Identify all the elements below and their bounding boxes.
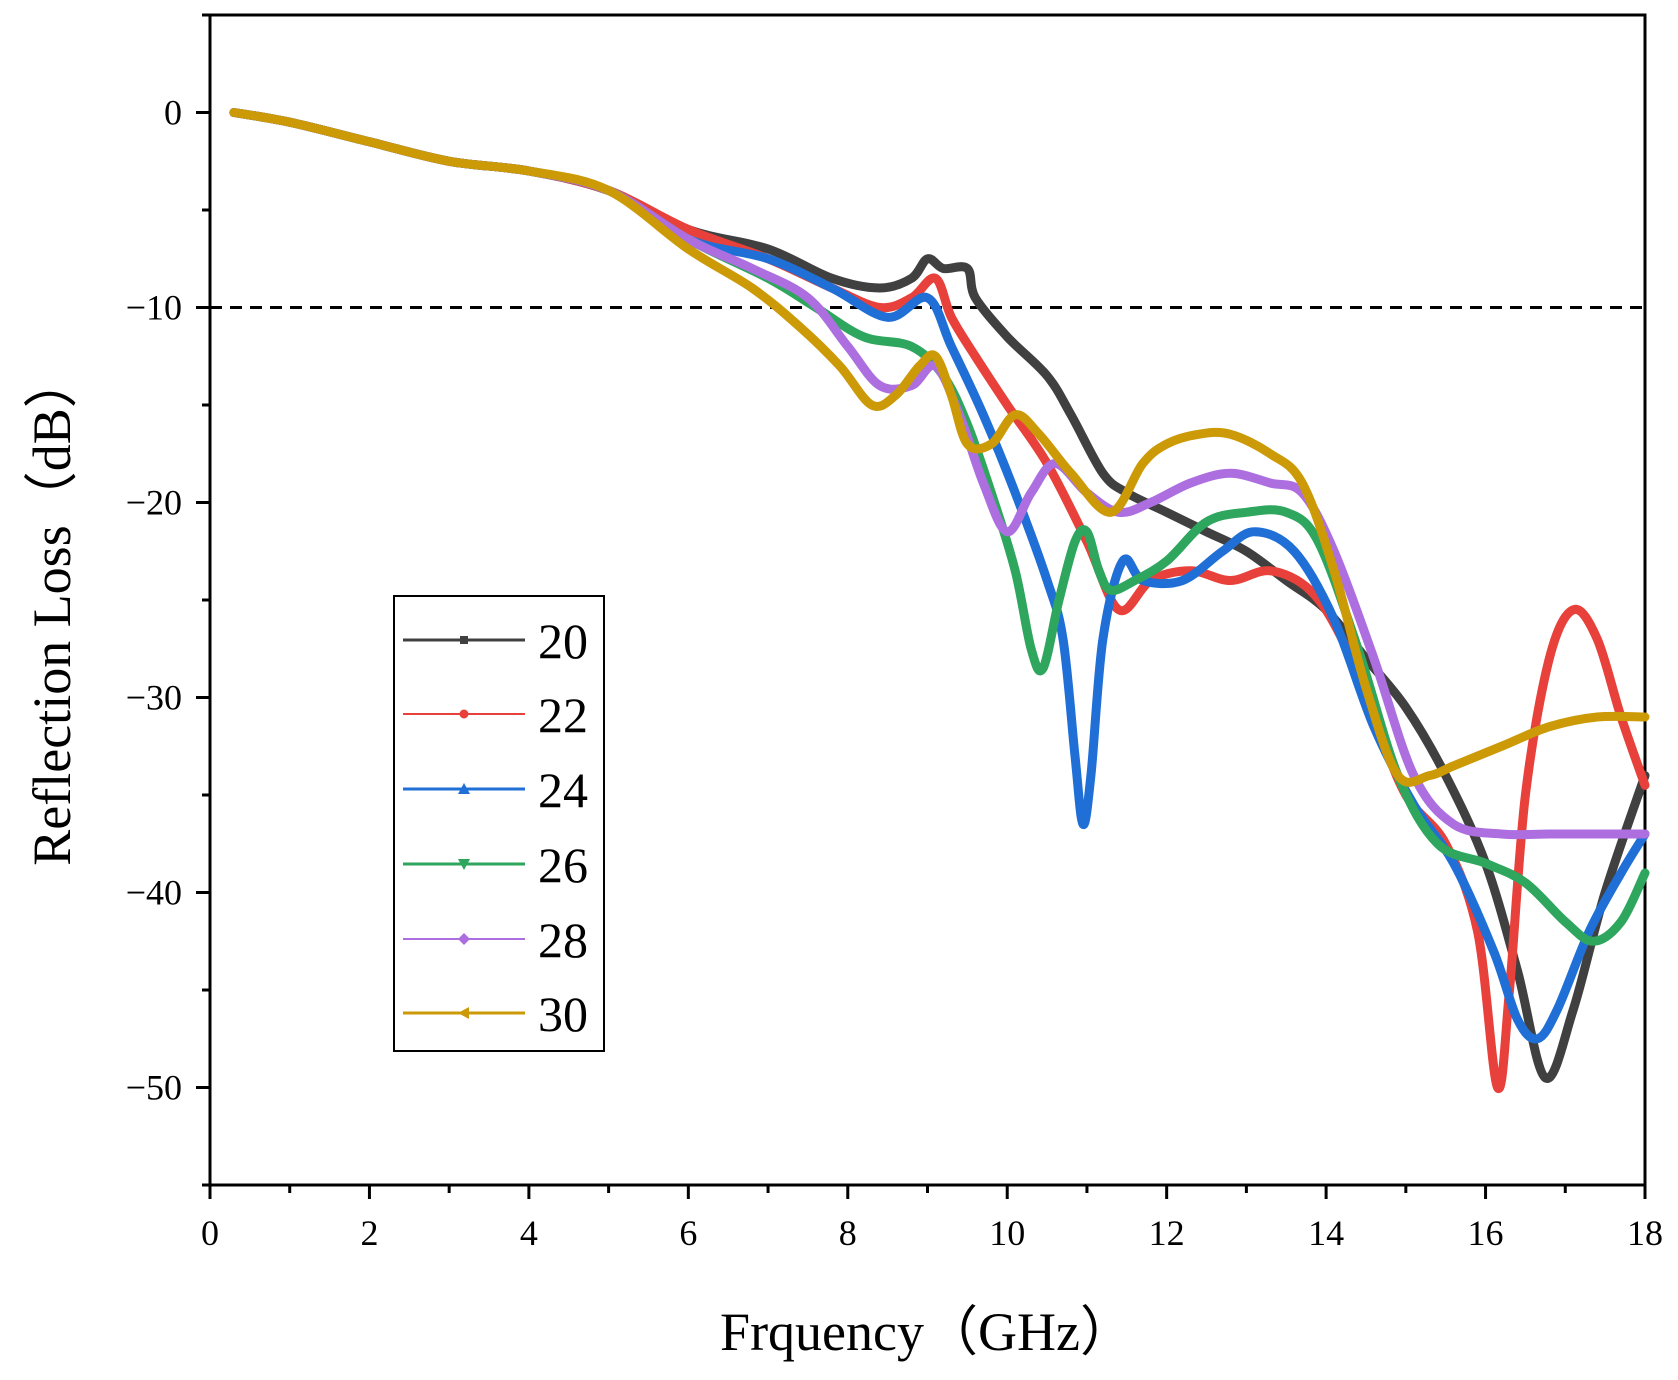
legend-label: 26: [538, 837, 588, 893]
x-tick-label: 0: [201, 1213, 219, 1253]
x-tick-label: 4: [520, 1213, 538, 1253]
legend-marker: [458, 783, 470, 794]
y-axis-title: Reflection Loss（dB）: [22, 354, 82, 865]
x-tick-label: 16: [1468, 1213, 1504, 1253]
series-group: [229, 108, 1650, 1094]
x-axis-title: Frquency（GHz）: [720, 1302, 1134, 1362]
y-tick-label: −10: [126, 288, 182, 328]
x-axis-ticks: 0 2 4 6 8 10 12 14 16 18: [201, 1185, 1663, 1253]
legend-item: 26: [403, 837, 588, 893]
y-tick-label: −40: [126, 873, 182, 913]
legend-label: 20: [538, 613, 588, 669]
x-tick-label: 6: [679, 1213, 697, 1253]
legend-label: 22: [538, 687, 588, 743]
y-tick-label: −20: [126, 483, 182, 523]
x-tick-label: 8: [839, 1213, 857, 1253]
legend-marker: [458, 859, 470, 870]
legend-item: 30: [403, 986, 588, 1042]
legend-label: 30: [538, 986, 588, 1042]
y-tick-label: −30: [126, 678, 182, 718]
x-tick-label: 2: [360, 1213, 378, 1253]
legend-item: 28: [403, 912, 588, 968]
x-tick-label: 10: [989, 1213, 1025, 1253]
legend-marker: [459, 709, 469, 719]
x-tick-label: 14: [1308, 1213, 1344, 1253]
legend-label: 28: [538, 912, 588, 968]
legend: 20 22 24 26 28 30: [393, 595, 605, 1052]
y-tick-label: −50: [126, 1068, 182, 1108]
legend-marker: [458, 1007, 469, 1019]
x-tick-label: 18: [1627, 1213, 1663, 1253]
legend-box: [393, 595, 605, 1052]
legend-label: 24: [538, 762, 588, 818]
series-line-30: [229, 108, 1650, 787]
legend-item: 24: [403, 762, 588, 818]
y-axis-ticks: 0 −10 −20 −30 −40 −50: [126, 13, 210, 1187]
legend-marker: [460, 636, 468, 644]
legend-marker: [458, 933, 470, 945]
x-tick-label: 12: [1149, 1213, 1185, 1253]
legend-item: 20: [403, 613, 588, 669]
y-tick-label: 0: [164, 93, 182, 133]
legend-item: 22: [403, 687, 588, 743]
